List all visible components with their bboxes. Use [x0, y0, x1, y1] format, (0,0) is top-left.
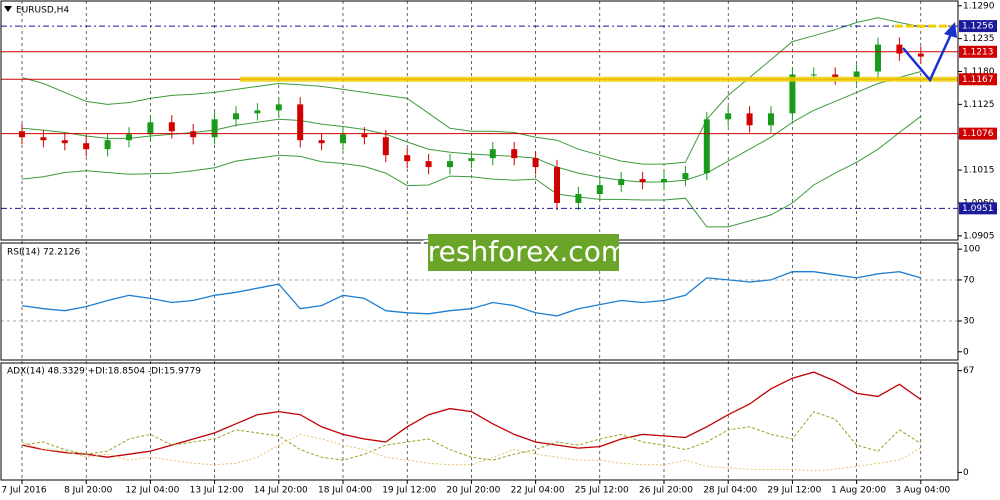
- y-tick-label: 1.1235: [963, 34, 995, 44]
- x-tick-label: 28 Jul 04:00: [703, 486, 757, 496]
- candle-body: [318, 140, 325, 144]
- candle-body: [489, 149, 496, 159]
- band-lower: [21, 115, 922, 228]
- candle-body: [468, 158, 475, 162]
- y-tick-label: 30: [963, 317, 975, 327]
- level-label-bg: [959, 20, 997, 33]
- level-label: 1.1256: [962, 22, 994, 32]
- y-tick-label: 0: [963, 347, 969, 357]
- candle-body: [382, 137, 389, 156]
- x-tick-label: 1 Aug 20:00: [831, 486, 886, 496]
- series-line: [21, 371, 922, 458]
- candle-body: [425, 161, 432, 168]
- candle-body: [19, 131, 25, 138]
- mark-layer: [1, 17, 958, 472]
- x-tick-label: 13 Jul 12:00: [190, 486, 244, 496]
- x-tick-label: 26 Jul 20:00: [639, 486, 693, 496]
- x-tick-label: 25 Jul 12:00: [575, 486, 629, 496]
- candle-body: [275, 104, 282, 111]
- x-tick-label: 12 Jul 04:00: [125, 486, 179, 496]
- level-label-bg: [959, 202, 997, 215]
- symbol-title: EURUSD,H4: [16, 6, 69, 16]
- x-tick-label: 18 Jul 04:00: [318, 486, 372, 496]
- y-tick-label: 70: [963, 275, 975, 285]
- candle-body: [810, 74, 817, 76]
- series-line: [21, 433, 922, 472]
- candle-body: [532, 158, 539, 168]
- level-label: 1.0951: [962, 204, 994, 214]
- candle-body: [447, 161, 453, 168]
- candle-body: [703, 119, 710, 174]
- symbol-icon: [4, 6, 12, 12]
- candle-body: [917, 53, 924, 57]
- adx-title: ADX(14) 48.3329 +DI:18.8504 -DI:15.9779: [7, 367, 201, 377]
- x-tick-label: 7 Jul 2016: [1, 486, 46, 496]
- candle-body: [511, 149, 518, 159]
- candle-body: [340, 134, 346, 144]
- candle-body: [254, 110, 261, 114]
- candle-body: [211, 119, 218, 138]
- band-upper: [21, 17, 921, 165]
- level-label: 1.1213: [962, 47, 994, 57]
- candle-body: [126, 134, 132, 141]
- candle-body: [639, 179, 646, 183]
- x-tick-label: 20 Jul 20:00: [446, 486, 500, 496]
- x-tick-label: 8 Jul 20:00: [64, 486, 113, 496]
- candle-body: [104, 140, 111, 150]
- candle-body: [168, 122, 175, 132]
- candle-body: [297, 104, 304, 141]
- candle-body: [746, 113, 753, 126]
- candle-body: [147, 122, 154, 135]
- y-tick-label: 1.1015: [963, 166, 995, 176]
- watermark-box: [428, 234, 619, 271]
- level-label: 1.1076: [962, 129, 994, 139]
- candle-body: [596, 185, 603, 194]
- candle-body: [789, 74, 796, 114]
- series-line: [21, 411, 922, 461]
- y-tick-label: 1.0905: [963, 231, 995, 241]
- candle-body: [682, 173, 689, 180]
- y-tick-label: 1.1125: [963, 100, 995, 110]
- candle-body: [768, 113, 774, 126]
- x-tick-label: 19 Jul 12:00: [382, 486, 436, 496]
- candle-body: [832, 74, 839, 78]
- x-tick-label: 14 Jul 20:00: [254, 486, 308, 496]
- candle-body: [853, 71, 860, 78]
- x-tick-label: 3 Aug 04:00: [895, 486, 950, 496]
- candle-body: [40, 137, 47, 141]
- candle-body: [61, 140, 68, 144]
- level-label-bg: [959, 45, 997, 58]
- level-label: 1.1167: [962, 75, 994, 85]
- candle-body: [233, 113, 239, 120]
- adx-panel: [0, 362, 959, 481]
- candle-body: [554, 167, 560, 203]
- level-label-bg: [959, 127, 997, 140]
- y-tick-label: 0: [963, 468, 969, 478]
- x-tick-label: 29 Jul 12:00: [767, 486, 821, 496]
- candle-body: [190, 131, 197, 138]
- y-tick-label: 67: [963, 366, 974, 376]
- y-tick-label: 1.1180: [963, 67, 995, 77]
- candle-body: [83, 143, 90, 150]
- x-tick-label: 22 Jul 04:00: [511, 486, 565, 496]
- candle-body: [575, 193, 582, 203]
- series-line: [21, 271, 921, 317]
- candle-body: [661, 179, 667, 183]
- candle-body: [404, 155, 411, 162]
- y-tick-label: 100: [963, 245, 980, 255]
- y-tick-label: 1.1290: [963, 1, 995, 11]
- level-label-bg: [959, 73, 997, 86]
- rsi-title: RSI(14) 72.2126: [7, 248, 80, 258]
- candle-body: [618, 179, 625, 186]
- candle-body: [896, 44, 903, 54]
- forecast-arrow: [902, 31, 954, 83]
- candle-body: [725, 113, 732, 120]
- candle-body: [361, 134, 368, 138]
- watermark: freshforex.com: [418, 235, 628, 268]
- arrow-head: [944, 22, 957, 38]
- candle-body: [875, 44, 881, 72]
